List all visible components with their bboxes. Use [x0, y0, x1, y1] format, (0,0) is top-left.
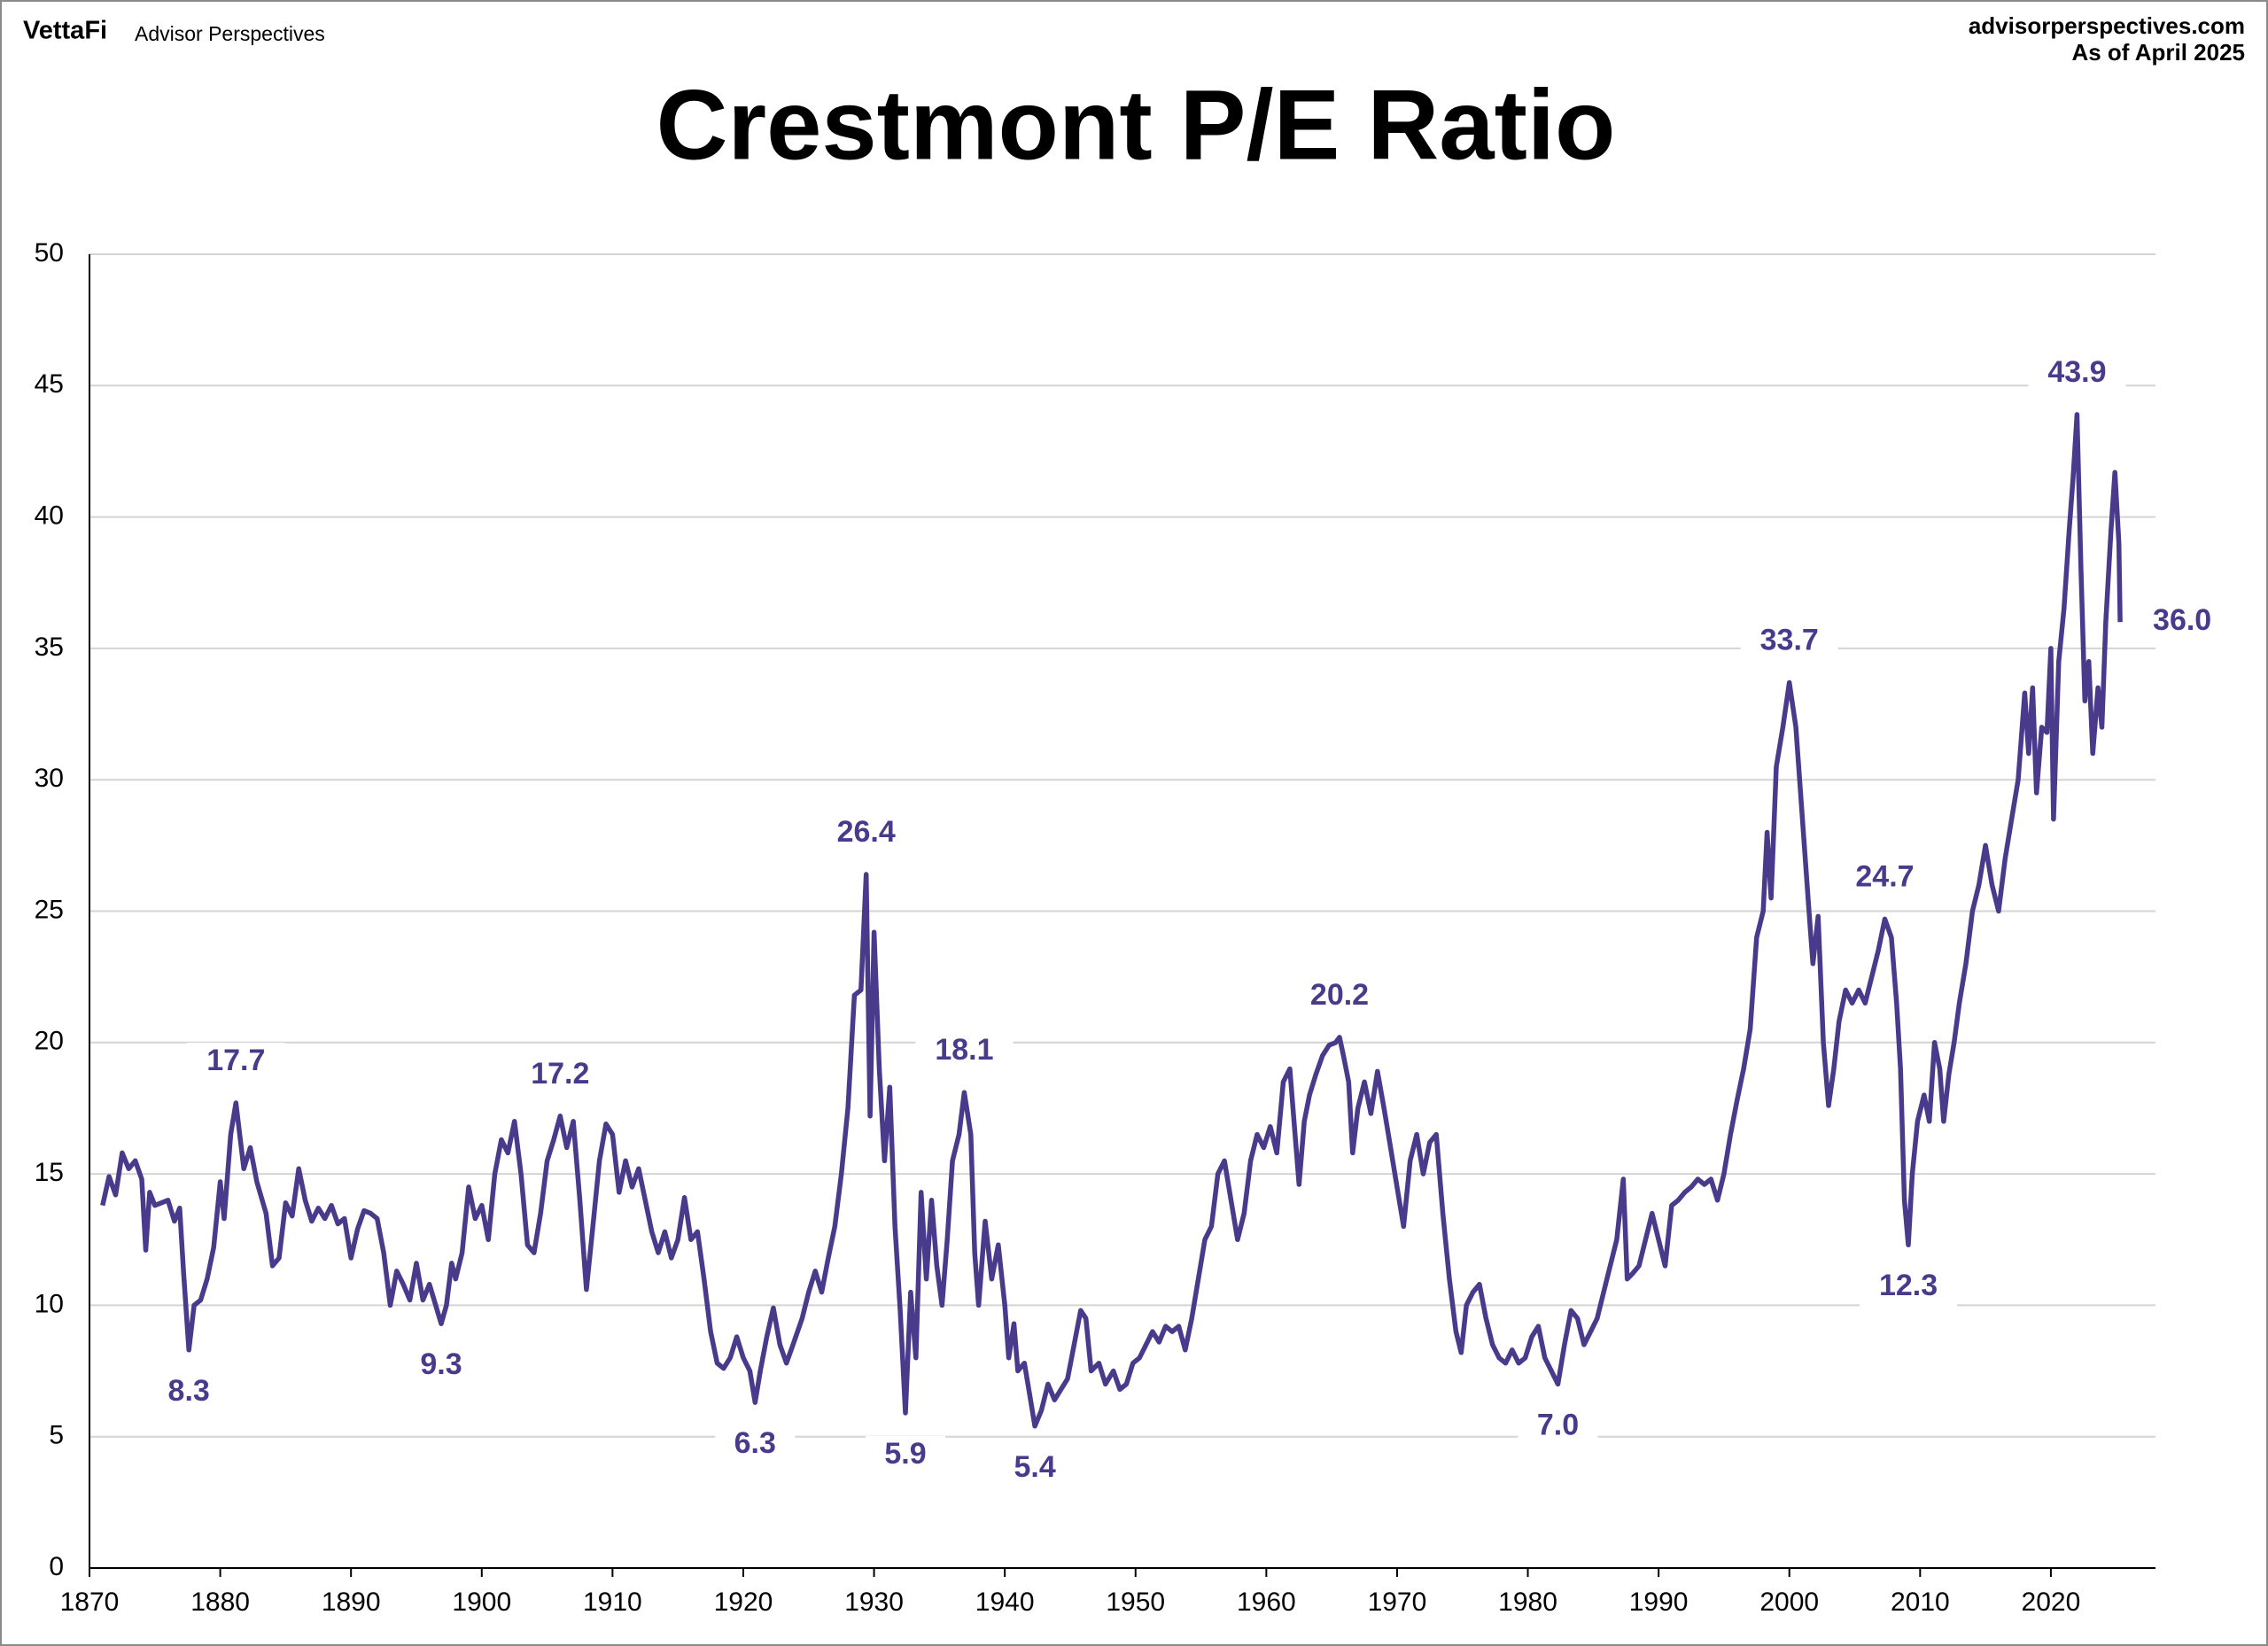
x-tick-label: 1920: [714, 1588, 773, 1617]
x-tick-label: 1950: [1106, 1588, 1165, 1617]
annotation-bg: [2028, 353, 2126, 393]
annotation-bg: [2133, 602, 2232, 642]
annotation-bg: [187, 1043, 285, 1083]
y-tick-label: 5: [49, 1421, 64, 1450]
x-tick-label: 1890: [322, 1588, 381, 1617]
annotation: 18.1: [935, 1033, 993, 1067]
annotation: 26.4: [837, 815, 896, 849]
annotation-bg: [1836, 858, 1934, 898]
x-tick-label: 1980: [1498, 1588, 1557, 1617]
annotation-bg: [1291, 976, 1389, 1016]
annotation-bg: [915, 1032, 1014, 1072]
annotation: 5.9: [884, 1437, 926, 1471]
x-tick-label: 1880: [190, 1588, 250, 1617]
y-tick-label: 45: [35, 369, 64, 399]
x-tick-label: 1940: [975, 1588, 1035, 1617]
brand-sub: Advisor Perspectives: [135, 22, 325, 45]
annotation-bg: [401, 1347, 482, 1386]
annotation: 5.4: [1014, 1450, 1055, 1484]
annotation-bg: [715, 1425, 796, 1465]
annotation-bg: [1518, 1407, 1598, 1447]
y-tick-label: 35: [35, 633, 64, 662]
annotation-bg: [865, 1436, 945, 1476]
x-tick-label: 2010: [1891, 1588, 1950, 1617]
annotation-bg: [817, 813, 915, 853]
annotation: 17.2: [531, 1057, 589, 1091]
annotation-bg: [1740, 622, 1838, 662]
y-tick-label: 0: [49, 1552, 64, 1581]
annotation: 17.7: [206, 1044, 265, 1077]
x-tick-label: 1870: [60, 1588, 120, 1617]
x-tick-label: 1970: [1368, 1588, 1427, 1617]
annotation-bg: [995, 1448, 1076, 1488]
x-tick-label: 1990: [1629, 1588, 1689, 1617]
x-tick-label: 2000: [1759, 1588, 1819, 1617]
y-tick-label: 20: [35, 1027, 64, 1056]
annotation-bg: [511, 1055, 610, 1095]
chart-title: Crestmont P/E Ratio: [656, 70, 1616, 181]
brand: VettaFi: [23, 17, 107, 45]
annotation: 36.0: [2153, 603, 2211, 637]
annotation: 9.3: [420, 1347, 462, 1381]
y-tick-label: 10: [35, 1289, 64, 1318]
y-tick-label: 30: [35, 764, 64, 793]
y-tick-label: 40: [35, 501, 64, 531]
annotation: 8.3: [168, 1374, 210, 1408]
x-tick-label: 1960: [1237, 1588, 1296, 1617]
y-tick-label: 25: [35, 895, 64, 924]
y-tick-label: 50: [35, 238, 64, 268]
series-line: [100, 412, 2123, 1429]
annotation: 6.3: [734, 1426, 776, 1460]
annotation: 43.9: [2047, 355, 2106, 389]
y-tick-label: 15: [35, 1158, 64, 1187]
annotation: 33.7: [1760, 623, 1819, 656]
annotation: 20.2: [1310, 978, 1369, 1012]
x-tick-label: 1930: [844, 1588, 904, 1617]
x-tick-label: 2020: [2022, 1588, 2081, 1617]
annotation-bg: [149, 1372, 229, 1412]
x-tick-label: 1910: [583, 1588, 642, 1617]
annotation: 7.0: [1537, 1408, 1579, 1441]
annotation-bg: [1860, 1268, 1958, 1308]
x-tick-label: 1900: [452, 1588, 511, 1617]
annotation: 24.7: [1855, 859, 1914, 893]
source: advisorperspectives.com: [1969, 12, 2245, 39]
as-of: As of April 2025: [2071, 39, 2245, 66]
annotation: 12.3: [1879, 1269, 1938, 1302]
